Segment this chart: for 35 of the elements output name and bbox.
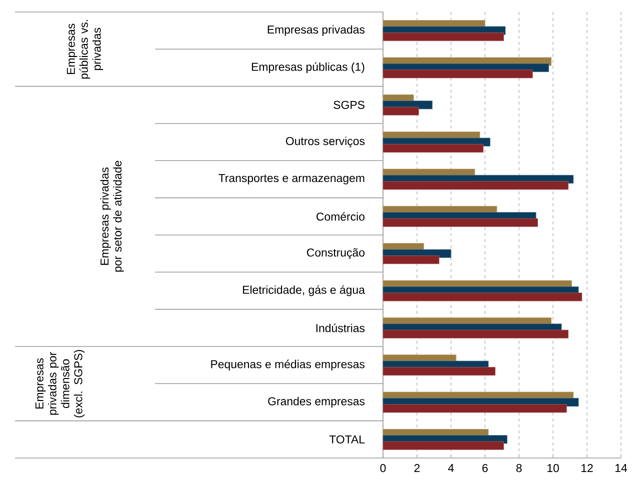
bar <box>382 366 496 376</box>
y-tick-label: Eletricidade, gás e água <box>243 285 365 296</box>
x-tick-label: 8 <box>516 464 522 472</box>
bar <box>382 181 569 190</box>
x-tick-label: 2 <box>414 464 420 472</box>
bar <box>382 404 567 413</box>
y-tick-label: Construção <box>306 248 364 259</box>
y-tick-label: Empresas privadas <box>268 25 365 36</box>
y-tick-label: TOTAL <box>329 435 365 444</box>
y-tick-label: Grandes empresas <box>268 396 365 408</box>
text: Empresas privadas por setor de atividade <box>100 160 124 272</box>
bar <box>382 330 569 338</box>
x-tick-label: 4 <box>448 464 454 472</box>
x-tick-label: 0 <box>380 464 386 472</box>
y-tick-label: Pequenas e médias empresas <box>211 360 365 370</box>
bar <box>382 218 538 227</box>
bar <box>382 144 484 153</box>
y-tick-label: Indústrias <box>316 324 365 332</box>
bar <box>382 441 504 450</box>
text: Empresas privadas por dimensão (excl. SGPS) <box>35 350 85 418</box>
bar <box>382 106 419 116</box>
bar <box>382 70 533 78</box>
x-tick-label: 14 <box>616 464 628 472</box>
y-tick-label: SGPS <box>334 100 364 109</box>
x-tick-label: 12 <box>582 464 593 472</box>
x-tick-label: 6 <box>482 464 488 472</box>
y-tick-label: Outros serviços <box>286 136 365 148</box>
y-tick-label: Empresas públicas (1) <box>252 62 364 74</box>
x-tick-label: 10 <box>548 464 559 472</box>
text: Empresas públicas vs. privadas <box>66 20 104 79</box>
bar <box>382 255 440 264</box>
bar <box>382 32 504 42</box>
y-tick-label: Transportes e armazenagem <box>218 174 364 184</box>
bar <box>382 292 582 302</box>
y-tick-label: Comércio <box>316 212 364 221</box>
